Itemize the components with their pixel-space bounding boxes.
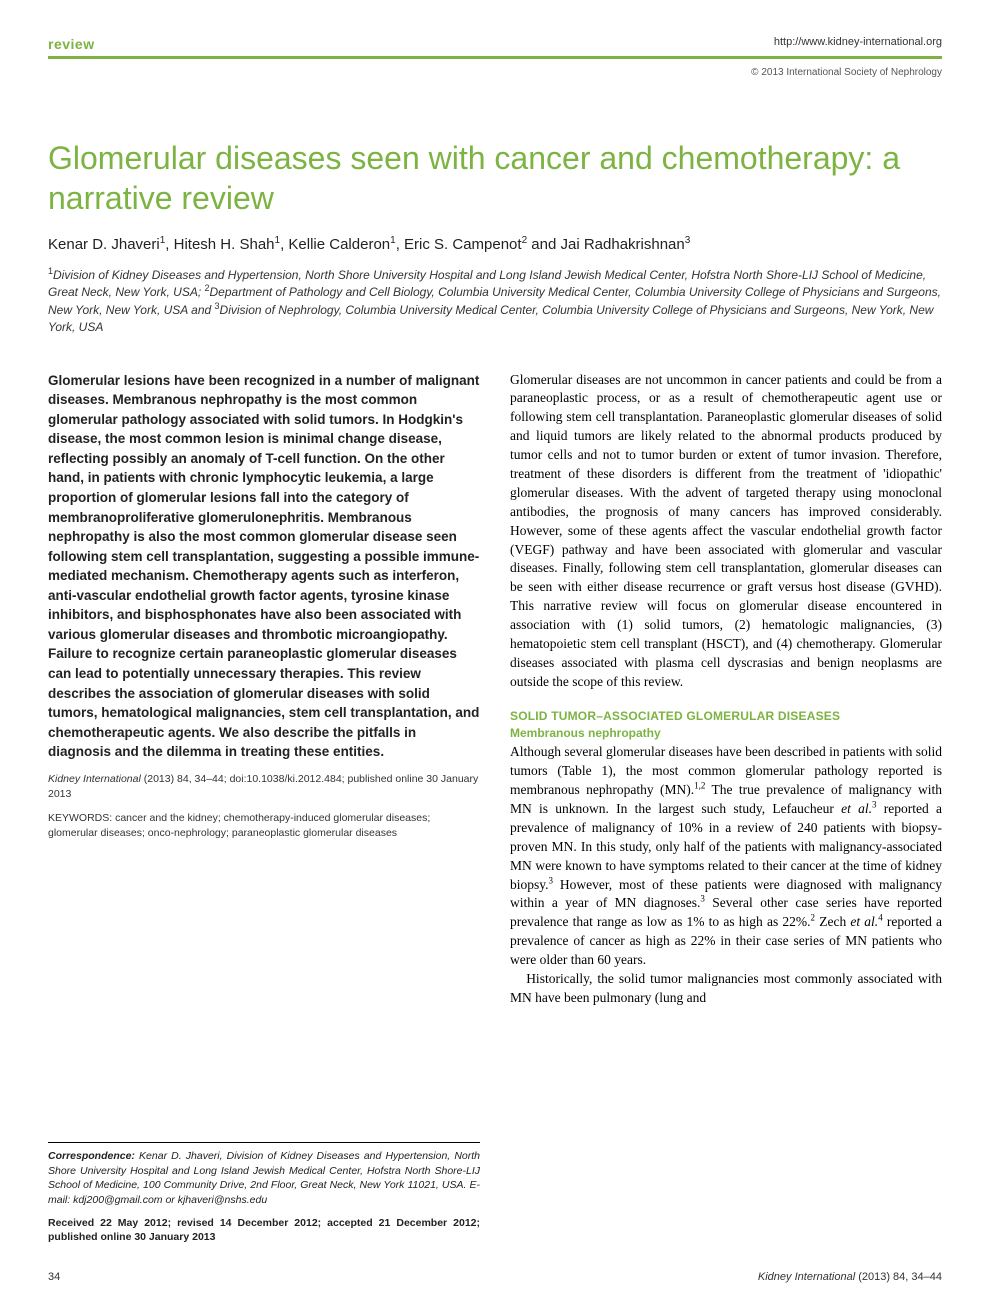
footer-issue: (2013) 84, 34–44 [858,1271,942,1283]
correspondence-block: Correspondence: Kenar D. Jhaveri, Divisi… [48,1142,480,1245]
page-number: 34 [48,1271,60,1283]
body-paragraph-1: Although several glomerular diseases hav… [510,743,942,970]
journal-url[interactable]: http://www.kidney-international.org [774,36,942,48]
intro-paragraph: Glomerular diseases are not uncommon in … [510,371,942,692]
citation-journal: Kidney International [48,773,141,785]
author-list: Kenar D. Jhaveri1, Hitesh H. Shah1, Kell… [48,236,942,253]
header-right: http://www.kidney-international.org [774,36,942,52]
keywords: KEYWORDS: cancer and the kidney; chemoth… [48,811,480,840]
subsection-heading: Membranous nephropathy [510,725,942,742]
body-paragraph-2: Historically, the solid tumor malignanci… [510,970,942,1008]
footer-journal: Kidney International [758,1271,855,1283]
article-type-label: review [48,36,95,52]
received-dates: Received 22 May 2012; revised 14 Decembe… [48,1216,480,1245]
correspondence-label: Correspondence: [48,1150,135,1162]
copyright-line: © 2013 International Society of Nephrolo… [48,67,942,78]
section-heading: SOLID TUMOR–ASSOCIATED GLOMERULAR DISEAS… [510,708,942,725]
page-footer: 34 Kidney International (2013) 84, 34–44 [48,1271,942,1283]
affiliations: 1Division of Kidney Diseases and Hyperte… [48,267,942,337]
article-title: Glomerular diseases seen with cancer and… [48,138,942,218]
header-rule [48,56,942,59]
citation-line: Kidney International (2013) 84, 34–44; d… [48,772,480,801]
two-column-layout: Glomerular lesions have been recognized … [48,371,942,1008]
page-header: review http://www.kidney-international.o… [48,36,942,52]
right-column: Glomerular diseases are not uncommon in … [510,371,942,1008]
left-column: Glomerular lesions have been recognized … [48,371,480,1008]
abstract-text: Glomerular lesions have been recognized … [48,371,480,762]
footer-citation: Kidney International (2013) 84, 34–44 [758,1271,942,1283]
